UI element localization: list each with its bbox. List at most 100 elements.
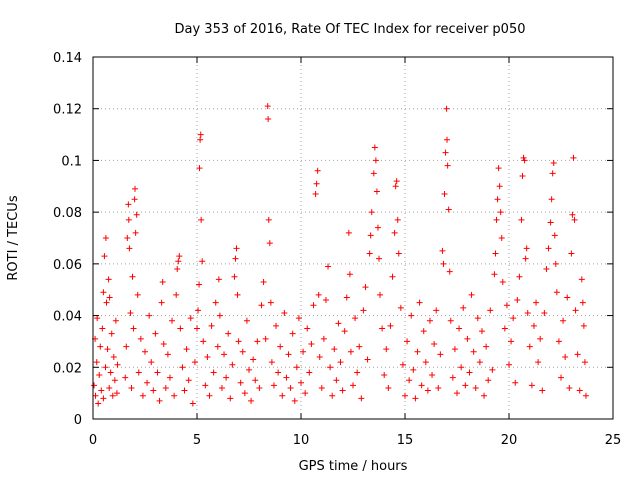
- data-point: [582, 392, 589, 399]
- data-point: [175, 258, 182, 265]
- data-point: [564, 294, 571, 301]
- data-point: [123, 343, 130, 350]
- data-point: [406, 377, 413, 384]
- data-point: [114, 361, 121, 368]
- data-point: [501, 325, 508, 332]
- data-point: [325, 263, 332, 270]
- data-point: [503, 302, 510, 309]
- data-point: [426, 317, 433, 324]
- data-point: [524, 309, 531, 316]
- data-point: [441, 191, 448, 198]
- data-point: [196, 281, 203, 288]
- data-point: [289, 330, 296, 337]
- data-point: [169, 317, 176, 324]
- data-point: [568, 250, 575, 257]
- x-tick-labels: 0 5 10 15 20 25: [89, 433, 621, 448]
- data-point: [281, 309, 288, 316]
- x-tick-label: 5: [193, 433, 201, 448]
- data-point: [264, 103, 271, 110]
- data-point: [227, 395, 234, 402]
- data-point: [433, 307, 440, 314]
- data-point: [250, 356, 257, 363]
- data-point: [208, 322, 215, 329]
- data-point: [431, 341, 438, 348]
- data-point: [210, 369, 217, 376]
- y-tick-label: 0.14: [53, 51, 82, 66]
- data-point: [212, 299, 219, 306]
- data-point: [520, 154, 527, 161]
- data-point: [350, 382, 356, 389]
- data-point: [466, 369, 473, 376]
- data-point: [549, 170, 556, 177]
- data-point: [512, 379, 519, 386]
- data-point: [104, 346, 111, 353]
- data-point: [144, 379, 151, 386]
- data-point: [494, 196, 501, 203]
- data-point: [346, 271, 353, 278]
- data-point: [287, 384, 294, 391]
- data-point: [391, 229, 398, 236]
- data-point: [464, 335, 471, 342]
- data-point: [462, 382, 469, 389]
- data-point: [93, 359, 100, 366]
- data-point: [185, 377, 192, 384]
- data-point: [345, 229, 352, 236]
- data-point: [460, 304, 467, 311]
- data-point: [339, 387, 346, 394]
- data-point: [105, 276, 112, 283]
- data-point: [562, 353, 569, 360]
- data-point: [368, 209, 375, 216]
- data-point: [373, 188, 380, 195]
- data-point: [533, 299, 540, 306]
- data-point: [489, 366, 496, 373]
- data-point: [492, 250, 499, 257]
- data-point: [189, 400, 196, 407]
- data-point: [142, 348, 148, 355]
- data-point: [108, 330, 115, 337]
- data-point: [528, 382, 535, 389]
- data-point: [443, 105, 450, 112]
- data-point: [487, 307, 494, 314]
- data-point: [162, 384, 169, 391]
- data-point: [424, 387, 431, 394]
- data-point: [337, 359, 344, 366]
- data-point: [148, 359, 155, 366]
- data-point: [576, 387, 583, 394]
- data-point: [202, 382, 209, 389]
- data-point: [270, 382, 277, 389]
- data-point: [112, 317, 119, 324]
- data-point: [200, 338, 207, 345]
- data-point: [232, 255, 239, 262]
- data-point: [198, 216, 205, 223]
- x-axis-label: GPS time / hours: [299, 459, 408, 474]
- data-point: [522, 255, 529, 262]
- data-point: [304, 325, 311, 332]
- y-tick-label: 0.06: [53, 258, 82, 273]
- data-points: [91, 103, 589, 407]
- data-point: [166, 374, 173, 381]
- data-point: [366, 250, 373, 257]
- data-point: [362, 284, 369, 291]
- data-point: [558, 374, 564, 381]
- data-point: [404, 338, 411, 345]
- data-point: [439, 247, 446, 254]
- data-point: [548, 196, 555, 203]
- data-point: [191, 359, 198, 366]
- plot-frame: [92, 56, 614, 420]
- data-point: [435, 384, 442, 391]
- x-tick-label: 10: [293, 433, 310, 448]
- data-point: [102, 235, 109, 241]
- data-point: [445, 206, 452, 213]
- data-point: [197, 131, 204, 138]
- data-point: [550, 160, 557, 167]
- data-point: [316, 353, 323, 360]
- data-point: [551, 232, 558, 239]
- data-point: [456, 325, 463, 332]
- data-point: [302, 390, 309, 397]
- data-point: [491, 271, 498, 278]
- data-point: [283, 374, 290, 381]
- data-point: [130, 325, 137, 332]
- data-point: [146, 312, 153, 319]
- data-point: [535, 359, 542, 366]
- data-point: [581, 359, 588, 366]
